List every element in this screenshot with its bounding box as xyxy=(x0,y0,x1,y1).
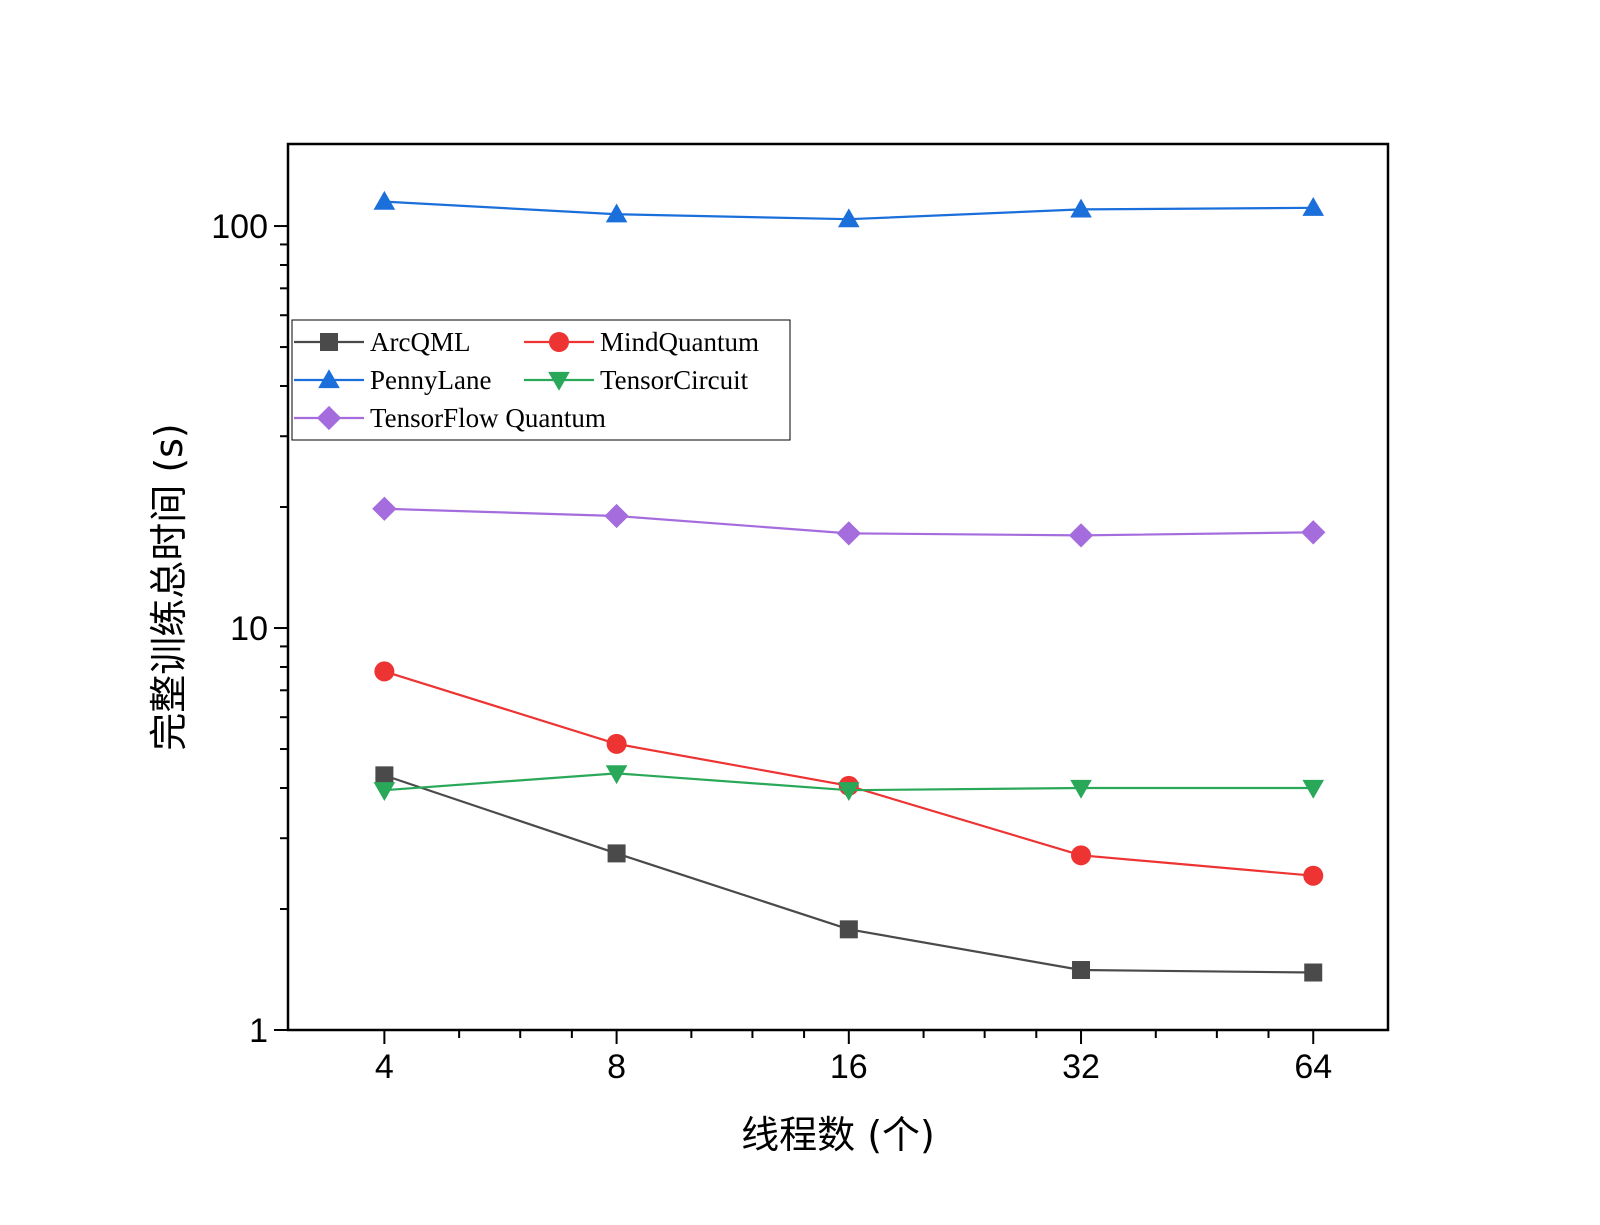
data-point xyxy=(604,503,629,529)
x-tick-label: 64 xyxy=(1294,1048,1332,1086)
legend-item: ArcQML xyxy=(294,327,470,357)
legend: ArcQML MindQuantum PennyLane TensorCircuit T… xyxy=(291,319,791,441)
legend-label: ArcQML xyxy=(370,327,470,357)
data-point xyxy=(1301,520,1326,545)
data-point xyxy=(606,733,627,754)
series-line xyxy=(384,670,1314,877)
data-point xyxy=(372,496,397,521)
axis-ticks xyxy=(274,225,1315,1044)
data-point xyxy=(1302,779,1325,799)
legend-label: TensorFlow Quantum xyxy=(370,403,606,433)
series-group xyxy=(372,190,1326,982)
y-tick-label: 1 xyxy=(249,1012,268,1050)
data-point xyxy=(838,782,860,801)
data-point xyxy=(605,765,628,785)
y-tick-label: 100 xyxy=(211,208,268,246)
data-point xyxy=(1304,963,1323,982)
legend-marker xyxy=(316,405,342,431)
legend-marker xyxy=(549,332,569,352)
legend-label: PennyLane xyxy=(370,365,491,395)
legend-label: TensorCircuit xyxy=(600,365,749,395)
legend-marker xyxy=(320,333,338,351)
x-axis-title: 线程数 (个) xyxy=(741,1113,935,1157)
series-pennylane xyxy=(373,190,1325,228)
y-tick-label: 10 xyxy=(230,610,268,648)
data-point xyxy=(836,521,861,546)
legend-marker xyxy=(548,371,570,391)
x-tick-label: 32 xyxy=(1062,1048,1100,1086)
data-point xyxy=(1070,779,1092,799)
data-point xyxy=(607,844,626,863)
series-tensorflow-quantum xyxy=(372,496,1326,548)
series-mindquantum xyxy=(374,661,1324,886)
y-axis-title: 完整训练总时间 (s) xyxy=(147,423,191,751)
series-arcqml xyxy=(375,766,1323,982)
plot-frame xyxy=(286,142,1390,1032)
legend-marker xyxy=(318,369,340,389)
x-tick-label: 4 xyxy=(375,1048,394,1086)
data-point xyxy=(1302,197,1325,216)
legend-item: TensorCircuit xyxy=(524,365,749,395)
x-tick-label: 16 xyxy=(830,1048,868,1086)
data-point xyxy=(1071,845,1092,866)
legend-label: MindQuantum xyxy=(600,327,759,357)
data-point xyxy=(1070,198,1092,218)
data-point xyxy=(373,782,396,801)
data-point xyxy=(375,766,394,785)
data-point xyxy=(839,920,858,939)
tick-labels: 1 10 100 4 8 16 32 64 xyxy=(211,208,1332,1086)
data-point xyxy=(374,661,395,682)
data-point xyxy=(838,208,860,228)
legend-item: TensorFlow Quantum xyxy=(294,403,606,433)
x-tick-label: 8 xyxy=(607,1048,626,1086)
data-point xyxy=(373,190,396,210)
legend-item: MindQuantum xyxy=(524,327,759,357)
data-point xyxy=(1072,961,1091,980)
legend-item: PennyLane xyxy=(294,365,491,395)
data-point xyxy=(1303,865,1324,886)
series-tensorcircuit xyxy=(373,765,1325,801)
data-point xyxy=(1068,523,1094,548)
series-line xyxy=(384,774,1314,974)
data-point xyxy=(605,203,628,223)
